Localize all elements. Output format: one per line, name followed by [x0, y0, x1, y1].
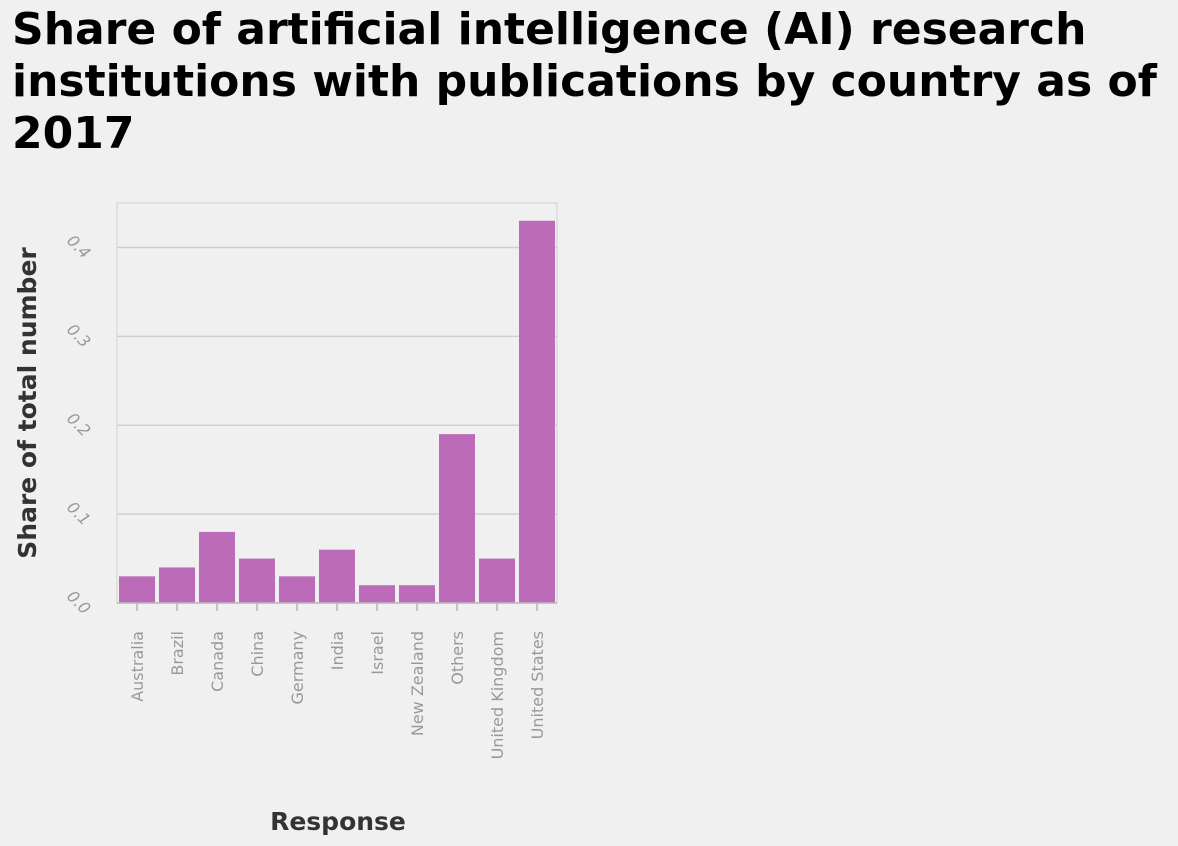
bar	[359, 585, 395, 603]
x-tick-label: United Kingdom	[488, 631, 507, 759]
bar	[519, 220, 555, 603]
y-tick-label: 0.3	[63, 320, 94, 351]
bar	[199, 531, 235, 603]
x-tick-label: New Zealand	[408, 631, 427, 736]
y-axis-label: Share of total number	[13, 247, 42, 559]
bar	[319, 549, 355, 603]
x-tick-label: Canada	[208, 631, 227, 692]
y-tick-labels: 0.0 0.1 0.2 0.3 0.4	[63, 231, 94, 618]
bar	[159, 567, 195, 603]
x-tick-label: Brazil	[168, 631, 187, 676]
y-tick-label: 0.0	[63, 587, 94, 618]
x-tick-label: United States	[528, 631, 547, 739]
plot-area	[116, 202, 558, 604]
axes	[117, 602, 557, 611]
bar	[399, 585, 435, 603]
chart-title: Share of artificial intelligence (AI) re…	[12, 4, 1157, 159]
x-tick-label: India	[328, 631, 347, 670]
x-tick-labels: Australia Brazil Canada China Germany India Is…	[128, 631, 547, 759]
x-tick-label: Israel	[368, 631, 387, 675]
bars	[119, 220, 555, 603]
x-tick-label: Germany	[288, 631, 307, 705]
bar	[239, 558, 275, 603]
x-axis-label: Response	[270, 807, 406, 836]
bar	[479, 558, 515, 603]
bar	[439, 434, 475, 603]
y-tick-label: 0.2	[63, 409, 94, 440]
x-tick-label: Others	[448, 631, 467, 685]
x-tick-label: Australia	[128, 631, 147, 702]
y-tick-label: 0.4	[63, 231, 94, 262]
y-tick-label: 0.1	[63, 498, 94, 529]
x-tick-label: China	[248, 631, 267, 677]
bar	[279, 576, 315, 603]
bar	[119, 576, 155, 603]
